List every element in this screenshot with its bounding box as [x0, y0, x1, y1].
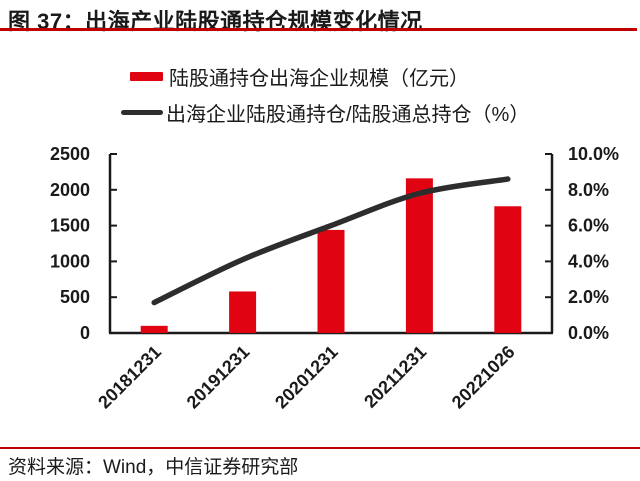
figure-title: 图 37：出海产业陆股通持仓规模变化情况: [8, 9, 423, 34]
source-text: 资料来源：Wind，中信证券研究部: [8, 457, 299, 478]
line-series-swatch: [121, 109, 163, 115]
bar-20181231: [140, 325, 168, 333]
title-rule: [0, 28, 637, 31]
chart-legend: 陆股通持仓出海企业规模（亿元） 出海企业陆股通持仓/陆股通总持仓（%）: [0, 58, 640, 130]
y-axis-right-label: 4.0%: [568, 251, 609, 271]
x-axis-label: 20221026: [448, 342, 519, 413]
y-axis-right-label: 8.0%: [568, 180, 609, 200]
bar-series-label: 陆股通持仓出海企业规模（亿元）: [169, 67, 469, 90]
y-axis-left-label: 2500: [50, 144, 90, 164]
x-axis-label: 20191231: [183, 342, 254, 413]
y-axis-right-label: 10.0%: [568, 144, 619, 164]
legend-item-line-series: 出海企业陆股通持仓/陆股通总持仓（%）: [0, 94, 640, 130]
y-axis-left-label: 2000: [50, 180, 90, 200]
bar-series-swatch: [130, 71, 163, 81]
y-axis-left-label: 500: [60, 287, 90, 307]
y-axis-left-label: 1500: [50, 216, 90, 236]
bar-20221026: [494, 206, 522, 333]
y-axis-left-label: 0: [80, 323, 90, 343]
x-axis-label: 20181231: [94, 342, 165, 413]
ratio-line: [151, 176, 511, 306]
y-axis-right-label: 0.0%: [568, 323, 609, 343]
bar-20191231: [229, 291, 257, 333]
line-series-label: 出海企业陆股通持仓/陆股通总持仓（%）: [166, 103, 530, 126]
y-axis-right-label: 6.0%: [568, 216, 609, 236]
y-axis-right-label: 2.0%: [568, 287, 609, 307]
bar-20211231: [405, 178, 433, 333]
holdings-combo-chart: 0 500 1000 1500 2000 2500 0.0% 2.0% 4.0% 6.0% 8.0%…: [50, 144, 619, 413]
bar-20201231: [317, 229, 345, 333]
footer-rule: [0, 447, 640, 449]
legend-item-bar-series: 陆股通持仓出海企业规模（亿元）: [0, 58, 640, 94]
x-axis-label: 20201231: [271, 342, 342, 413]
x-axis-label: 20211231: [360, 342, 430, 412]
y-axis-left-label: 1000: [50, 251, 90, 271]
